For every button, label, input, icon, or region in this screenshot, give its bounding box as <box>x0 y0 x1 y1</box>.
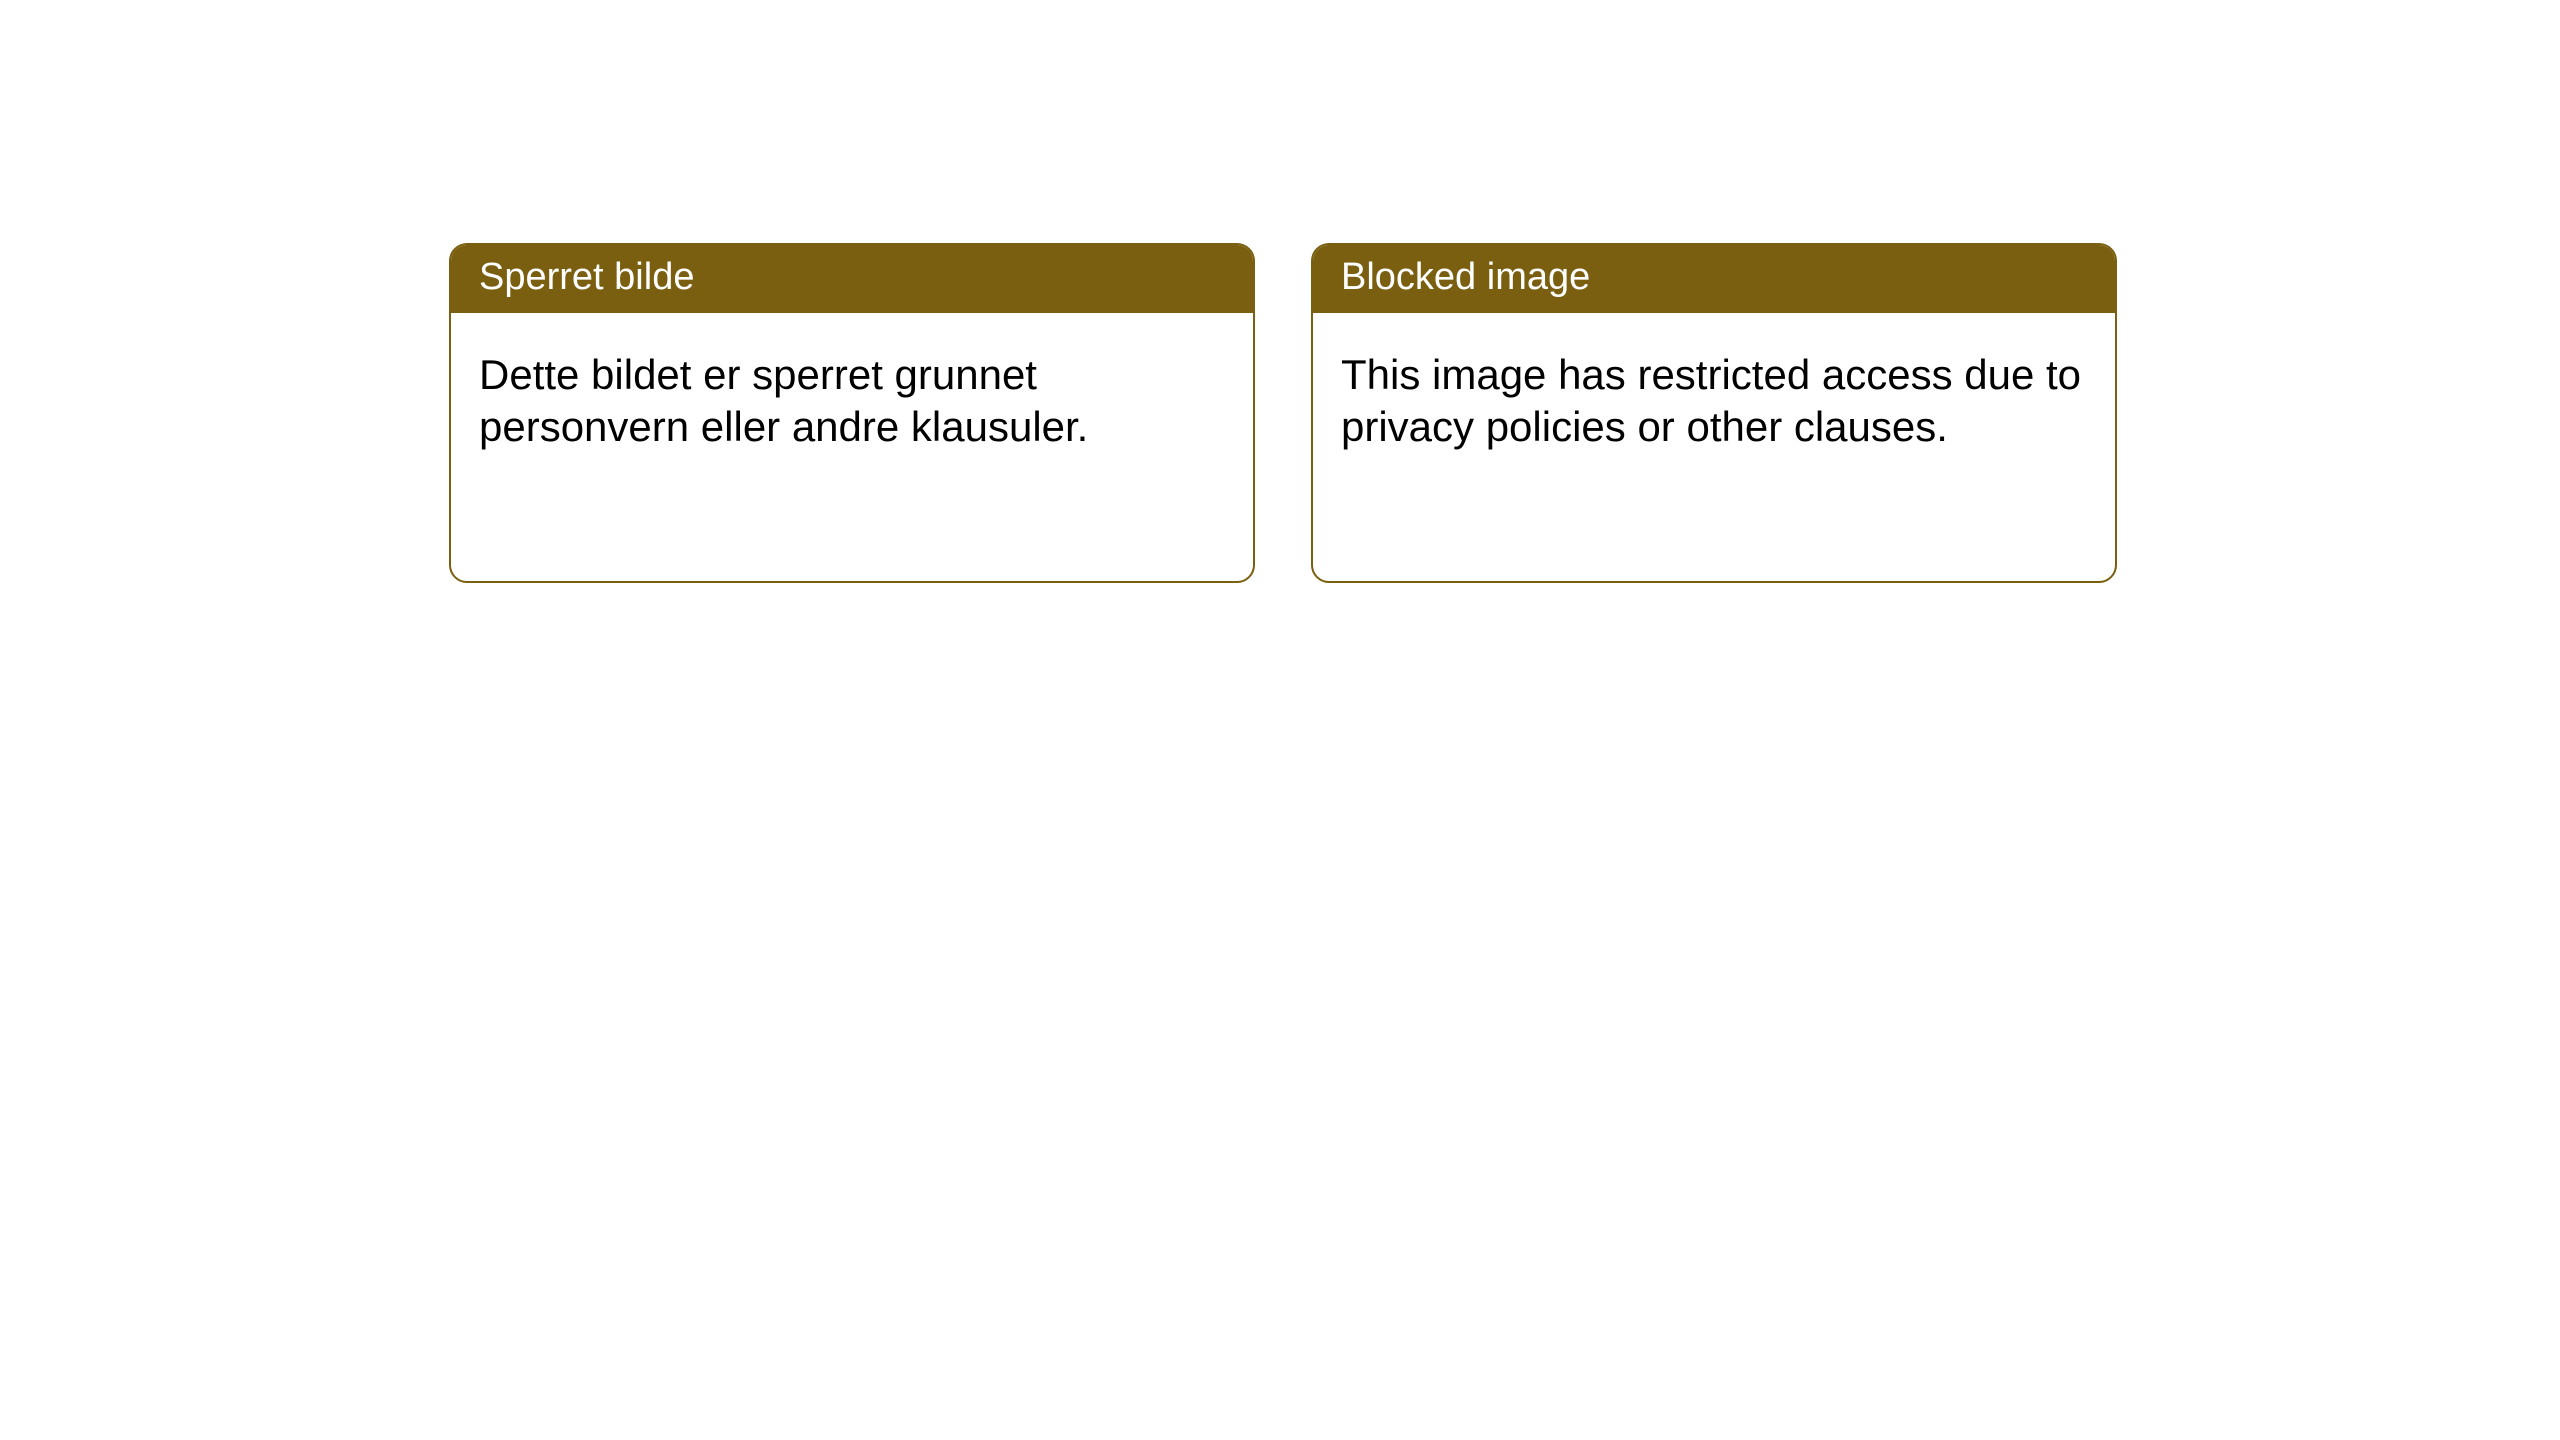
notice-card-title: Blocked image <box>1313 245 2115 313</box>
notice-card-body: Dette bildet er sperret grunnet personve… <box>451 313 1253 482</box>
notice-card-norwegian: Sperret bilde Dette bildet er sperret gr… <box>449 243 1255 583</box>
notice-card-body: This image has restricted access due to … <box>1313 313 2115 482</box>
notice-cards-container: Sperret bilde Dette bildet er sperret gr… <box>449 243 2117 583</box>
notice-card-english: Blocked image This image has restricted … <box>1311 243 2117 583</box>
notice-card-title: Sperret bilde <box>451 245 1253 313</box>
